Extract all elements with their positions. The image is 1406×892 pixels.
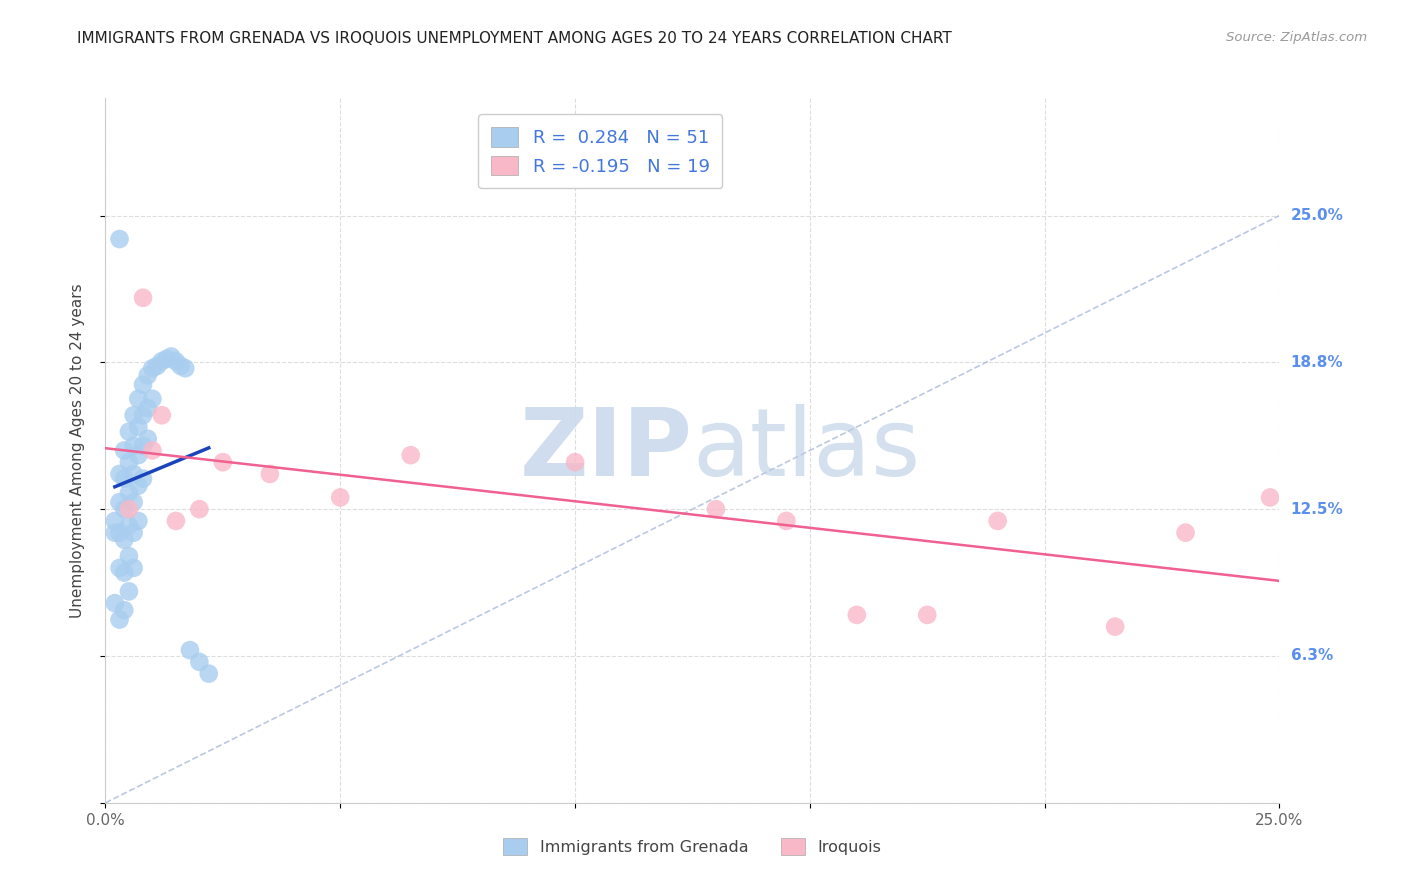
Point	[259, 467, 281, 481]
Text: Source: ZipAtlas.com: Source: ZipAtlas.com	[1226, 31, 1367, 45]
Text: 18.8%: 18.8%	[1291, 355, 1343, 370]
Point	[141, 443, 163, 458]
Point	[150, 408, 173, 422]
Point	[160, 350, 183, 364]
Point	[118, 485, 141, 500]
Point	[197, 666, 219, 681]
Point	[104, 596, 127, 610]
Point	[104, 514, 127, 528]
Point	[399, 448, 422, 462]
Point	[122, 467, 145, 481]
Point	[104, 525, 127, 540]
Point	[141, 361, 163, 376]
Text: 25.0%: 25.0%	[1291, 208, 1344, 223]
Point	[132, 408, 155, 422]
Point	[108, 232, 131, 246]
Text: atlas: atlas	[693, 404, 921, 497]
Point	[564, 455, 586, 469]
Point	[146, 359, 169, 373]
Point	[136, 432, 159, 446]
Text: 6.3%: 6.3%	[1291, 648, 1333, 664]
Point	[1174, 525, 1197, 540]
Point	[127, 448, 149, 462]
Point	[845, 607, 868, 622]
Point	[155, 351, 177, 366]
Point	[150, 354, 173, 368]
Point	[108, 495, 131, 509]
Point	[112, 603, 135, 617]
Point	[169, 359, 191, 373]
Point	[112, 533, 135, 547]
Point	[112, 566, 135, 580]
Text: ZIP: ZIP	[520, 404, 693, 497]
Point	[127, 478, 149, 492]
Point	[112, 502, 135, 516]
Point	[987, 514, 1010, 528]
Point	[1104, 619, 1126, 633]
Point	[118, 518, 141, 533]
Point	[108, 467, 131, 481]
Y-axis label: Unemployment Among Ages 20 to 24 years: Unemployment Among Ages 20 to 24 years	[70, 283, 84, 618]
Point	[118, 425, 141, 439]
Point	[132, 472, 155, 486]
Point	[179, 643, 201, 657]
Point	[108, 561, 131, 575]
Legend: Immigrants from Grenada, Iroquois: Immigrants from Grenada, Iroquois	[498, 831, 887, 862]
Point	[112, 443, 135, 458]
Point	[122, 439, 145, 453]
Point	[211, 455, 233, 469]
Point	[127, 420, 149, 434]
Point	[118, 455, 141, 469]
Point	[165, 354, 187, 368]
Point	[132, 377, 155, 392]
Point	[136, 401, 159, 416]
Point	[188, 655, 211, 669]
Point	[165, 514, 187, 528]
Point	[118, 584, 141, 599]
Point	[118, 549, 141, 564]
Point	[127, 392, 149, 406]
Text: 12.5%: 12.5%	[1291, 501, 1343, 516]
Text: IMMIGRANTS FROM GRENADA VS IROQUOIS UNEMPLOYMENT AMONG AGES 20 TO 24 YEARS CORRE: IMMIGRANTS FROM GRENADA VS IROQUOIS UNEM…	[77, 31, 952, 46]
Point	[132, 439, 155, 453]
Point	[704, 502, 727, 516]
Point	[174, 361, 197, 376]
Point	[1258, 491, 1281, 505]
Point	[136, 368, 159, 383]
Point	[132, 291, 155, 305]
Point	[775, 514, 797, 528]
Point	[122, 408, 145, 422]
Point	[122, 561, 145, 575]
Point	[141, 392, 163, 406]
Point	[329, 491, 352, 505]
Point	[188, 502, 211, 516]
Point	[118, 502, 141, 516]
Point	[122, 495, 145, 509]
Point	[127, 514, 149, 528]
Point	[108, 613, 131, 627]
Point	[917, 607, 939, 622]
Point	[108, 525, 131, 540]
Point	[112, 472, 135, 486]
Point	[122, 525, 145, 540]
